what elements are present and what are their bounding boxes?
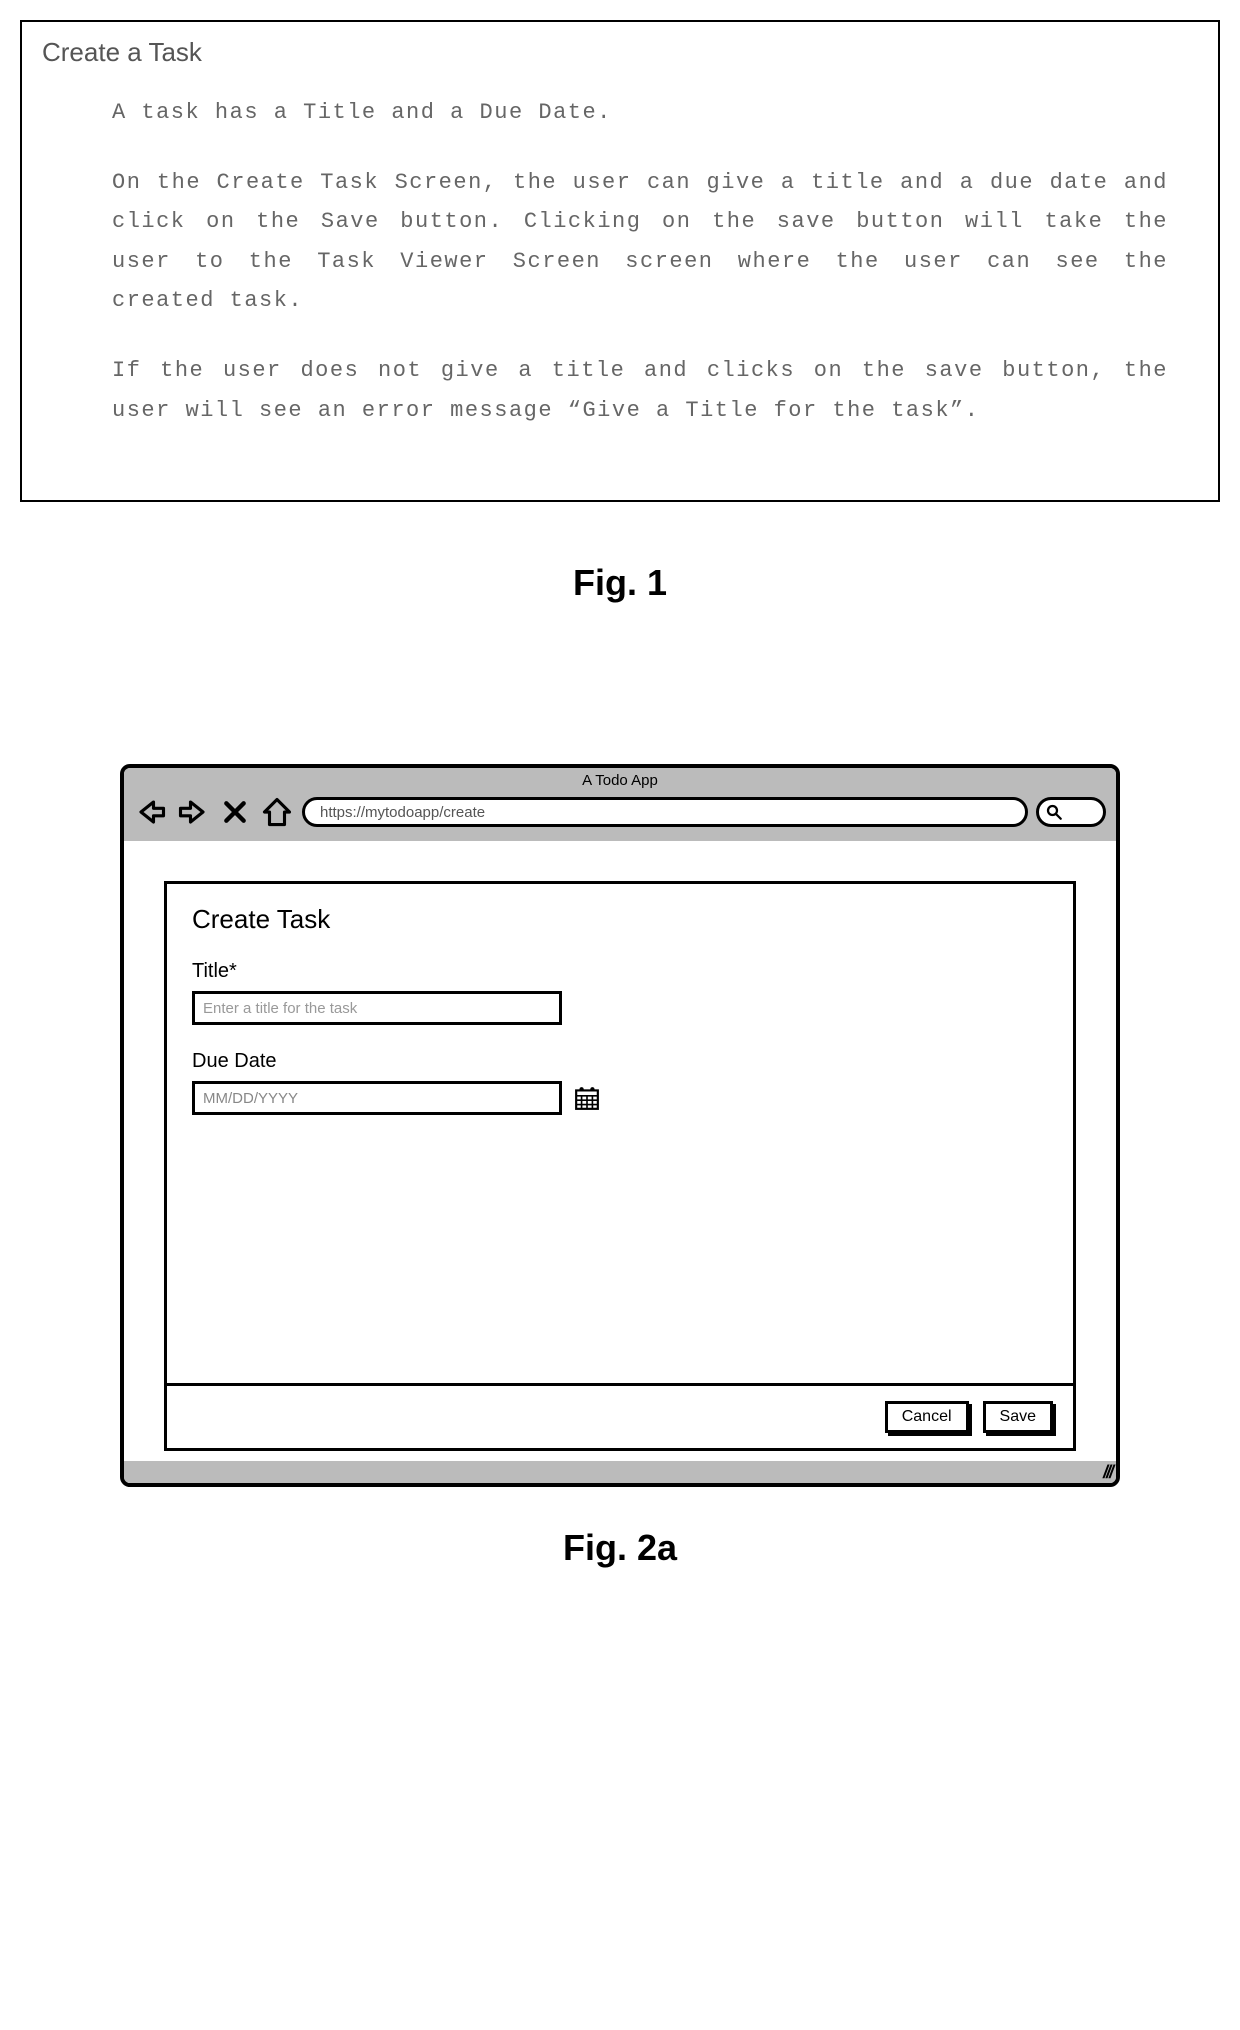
create-task-form: Create Task Title* Enter a title for the… <box>164 881 1076 1451</box>
title-placeholder: Enter a title for the task <box>203 1000 357 1017</box>
form-footer: Cancel Save <box>167 1383 1073 1448</box>
due-date-input[interactable]: MM/DD/YYYY <box>192 1081 562 1115</box>
spec-para-1: A task has a Title and a Due Date. <box>112 93 1168 133</box>
browser-window: A Todo App https://mytodoapp/create Crea… <box>120 764 1120 1487</box>
forward-icon[interactable] <box>176 795 210 829</box>
resize-grip-icon[interactable]: /// <box>1103 1463 1112 1481</box>
spec-text-box: Create a Task A task has a Title and a D… <box>20 20 1220 502</box>
browser-statusbar: /// <box>124 1461 1116 1483</box>
calendar-icon[interactable] <box>574 1085 600 1111</box>
due-date-label: Due Date <box>192 1050 1048 1073</box>
home-icon[interactable] <box>260 795 294 829</box>
title-label: Title* <box>192 960 1048 983</box>
form-body: Create Task Title* Enter a title for the… <box>167 884 1073 1383</box>
stop-icon[interactable] <box>218 795 252 829</box>
browser-toolbar: https://mytodoapp/create <box>124 791 1116 841</box>
back-icon[interactable] <box>134 795 168 829</box>
title-input[interactable]: Enter a title for the task <box>192 991 562 1025</box>
spec-para-2: On the Create Task Screen, the user can … <box>112 163 1168 321</box>
search-box[interactable] <box>1036 797 1106 827</box>
browser-content: Create Task Title* Enter a title for the… <box>124 841 1116 1461</box>
browser-title: A Todo App <box>124 768 1116 791</box>
figure-2a-label: Fig. 2a <box>20 1527 1220 1569</box>
spec-title: Create a Task <box>42 37 1198 68</box>
figure-1-label: Fig. 1 <box>20 562 1220 604</box>
due-date-placeholder: MM/DD/YYYY <box>203 1090 298 1107</box>
url-bar[interactable]: https://mytodoapp/create <box>302 797 1028 827</box>
cancel-button[interactable]: Cancel <box>885 1401 969 1433</box>
spec-body: A task has a Title and a Due Date. On th… <box>42 93 1198 430</box>
form-heading: Create Task <box>192 904 1048 935</box>
save-button[interactable]: Save <box>983 1401 1053 1433</box>
spec-para-3: If the user does not give a title and cl… <box>112 351 1168 430</box>
